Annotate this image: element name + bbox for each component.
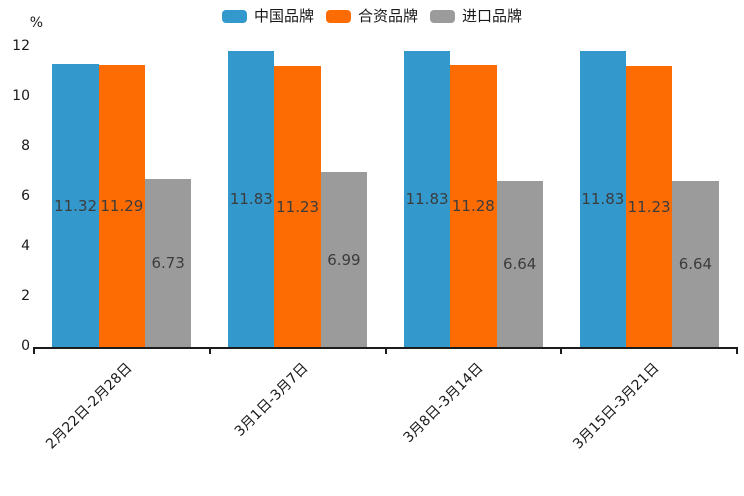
y-tick-label: 8 [21, 138, 30, 154]
legend-item: 进口品牌 [430, 9, 522, 24]
x-category-label: 3月15日-3月21日 [570, 360, 663, 453]
x-category-label: 3月1日-3月7日 [231, 360, 312, 440]
legend-label: 进口品牌 [462, 7, 523, 25]
bar [52, 64, 99, 347]
bar-value-label: 6.99 [327, 250, 361, 269]
x-category-label: 2月22日-2月28日 [43, 360, 136, 453]
x-axis-line [33, 347, 738, 349]
legend-item: 中国品牌 [221, 7, 314, 25]
bar [320, 172, 368, 347]
x-axis-tick [208, 349, 211, 354]
bar [579, 51, 626, 347]
bar-value-label: 11.32 [54, 196, 98, 215]
x-axis-tick [736, 349, 738, 354]
bar [672, 181, 719, 347]
y-tick-label: 0 [21, 338, 30, 354]
x-category-label: 3月8日-3月14日 [400, 360, 487, 447]
bar [496, 181, 543, 347]
x-axis-tick [384, 349, 387, 354]
legend-label: 中国品牌 [253, 7, 314, 25]
y-tick-label: 6 [21, 188, 30, 204]
bar-value-label: 11.23 [627, 197, 671, 216]
legend-swatch-icon [221, 10, 247, 23]
y-tick-label: 4 [21, 238, 30, 254]
y-tick-label: 2 [21, 288, 30, 304]
legend-label: 合资品牌 [357, 7, 418, 25]
bar-value-label: 11.83 [229, 190, 273, 209]
x-axis-tick [33, 349, 35, 354]
y-tick-label: 10 [12, 88, 30, 104]
x-axis-tick [560, 349, 563, 354]
bar-value-label: 6.64 [678, 255, 713, 273]
y-axis-unit-label: % [29, 15, 43, 31]
bar-value-label: 11.83 [405, 190, 449, 209]
bar-value-label: 11.28 [451, 197, 495, 215]
legend-swatch-icon [325, 10, 351, 23]
legend-item: 合资品牌 [325, 7, 418, 25]
bar-value-label: 6.73 [151, 253, 185, 272]
y-tick-label: 12 [12, 38, 30, 54]
bar [98, 64, 146, 347]
bar-value-label: 11.83 [581, 190, 625, 209]
bar [274, 66, 321, 347]
bar [625, 66, 673, 347]
bar [450, 65, 497, 347]
bar-value-label: 11.29 [100, 196, 144, 215]
bar [403, 51, 451, 347]
bar [228, 51, 275, 347]
bar [145, 178, 192, 347]
legend-swatch-icon [430, 10, 455, 23]
bar-value-label: 11.23 [276, 197, 320, 216]
chart-legend: 中国品牌 合资品牌 进口品牌 [0, 9, 744, 24]
bar-value-label: 6.64 [502, 255, 537, 273]
